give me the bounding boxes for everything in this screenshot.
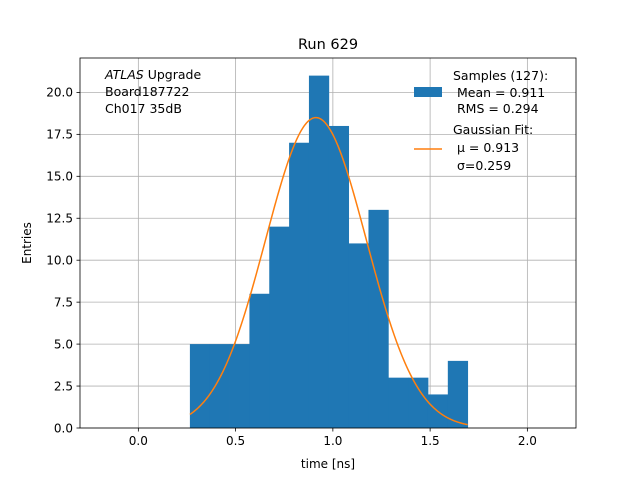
- histogram-bar: [348, 243, 369, 428]
- histogram-bar: [328, 125, 350, 429]
- legend-samples-line-3: RMS = 0.294: [453, 101, 539, 116]
- y-axis-label: Entries: [20, 222, 34, 264]
- histogram-bar: [368, 209, 389, 428]
- y-tick-label: 5.0: [54, 337, 73, 351]
- gaussian-fit-line: [189, 116, 468, 426]
- y-tick-label: 2.5: [54, 379, 73, 393]
- histogram-bar: [249, 293, 270, 428]
- atlas-label: ATLAS: [104, 67, 144, 82]
- histogram-bar: [209, 344, 230, 428]
- annotation-box: ATLAS Upgrade Board187722 Ch017 35dB: [104, 67, 201, 116]
- histogram-bar: [289, 142, 310, 428]
- chart-title: Run 629: [298, 37, 358, 53]
- legend-fit-line-1: Gaussian Fit:: [453, 122, 533, 137]
- y-tick-label: 0.0: [54, 421, 73, 435]
- gaussian-fit: [189, 116, 468, 426]
- axis-ticks: 0.0 0.5 1.0 1.5 2.0 0.0 2.5 5.0 7.5 10.0 12.5 15.0 1…: [46, 86, 537, 448]
- histogram-bar: [229, 344, 250, 428]
- legend-samples-line-2: Mean = 0.911: [453, 85, 545, 100]
- y-tick-label: 17.5: [46, 128, 73, 142]
- x-tick-label: 2.0: [518, 434, 537, 448]
- board-label: Board187722: [105, 84, 189, 99]
- axes-frame: [79, 57, 577, 429]
- x-tick-label: 0.0: [129, 434, 148, 448]
- x-axis-label: time [ns]: [301, 457, 355, 471]
- legend-samples-swatch: [414, 87, 442, 97]
- x-tick-label: 0.5: [226, 434, 245, 448]
- x-tick-label: 1.0: [323, 434, 342, 448]
- histogram-bar: [308, 75, 330, 428]
- legend-fit-line-3: σ=0.259: [453, 158, 511, 173]
- legend-fit-line-2: μ = 0.913: [453, 140, 519, 155]
- channel-label: Ch017 35dB: [105, 101, 182, 116]
- histogram-bar: [269, 226, 290, 428]
- upgrade-label: Upgrade: [144, 67, 202, 82]
- y-tick-label: 12.5: [46, 212, 73, 226]
- y-tick-label: 7.5: [54, 295, 73, 309]
- histogram-bar: [447, 360, 469, 428]
- histogram-bar: [189, 344, 211, 428]
- legend: Samples (127): Mean = 0.911 RMS = 0.294 …: [414, 68, 548, 173]
- annotation-line-1: ATLAS Upgrade: [104, 67, 201, 82]
- x-tick-label: 1.5: [421, 434, 440, 448]
- histogram-bar: [388, 377, 409, 428]
- y-tick-label: 10.0: [46, 253, 73, 267]
- histogram-bars: [189, 75, 469, 429]
- y-tick-label: 15.0: [46, 170, 73, 184]
- histogram-bar: [408, 377, 429, 428]
- legend-samples-line-1: Samples (127):: [453, 68, 548, 83]
- y-tick-label: 20.0: [46, 86, 73, 100]
